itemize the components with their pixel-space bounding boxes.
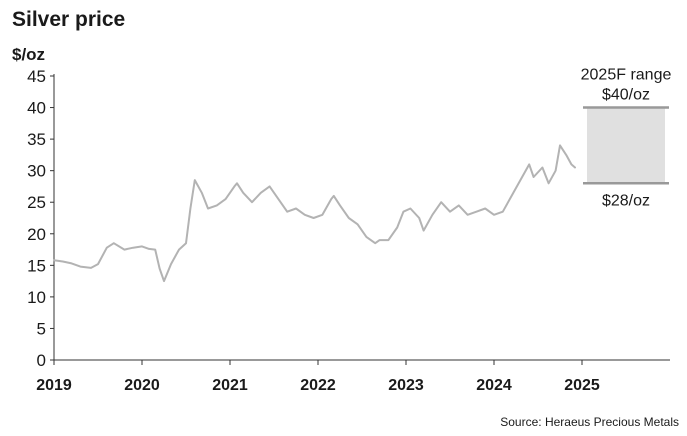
y-tick-label: 15	[27, 256, 46, 275]
forecast-range: 2025F range $40/oz $28/oz	[581, 67, 672, 210]
x-tick-label: 2025	[564, 377, 600, 394]
x-tick-label: 2022	[300, 377, 336, 394]
y-tick-label: 25	[27, 193, 46, 212]
y-tick-label: 45	[27, 67, 46, 86]
y-axis-label: $/oz	[12, 45, 45, 64]
y-tick-label: 0	[37, 351, 46, 370]
forecast-range-label: 2025F range	[581, 67, 672, 84]
forecast-range-band	[587, 107, 665, 184]
x-tick-label: 2024	[476, 377, 512, 394]
x-axis: 2019 2020 2021 2022 2023 2024 2025	[36, 359, 670, 394]
silver-price-line	[53, 144, 576, 283]
y-axis: 0 5 10 15 20 25 30 35 40 45	[27, 67, 55, 370]
y-tick-label: 30	[27, 162, 46, 181]
x-tick-label: 2019	[36, 377, 72, 394]
y-tick-label: 40	[27, 99, 46, 118]
forecast-high-label: $40/oz	[602, 87, 650, 104]
forecast-low-label: $28/oz	[602, 192, 650, 209]
x-tick-label: 2023	[388, 377, 424, 394]
chart-title: Silver price	[12, 8, 126, 31]
x-tick-label: 2021	[212, 377, 248, 394]
y-tick-label: 20	[27, 225, 46, 244]
series-layer	[53, 144, 576, 283]
x-tick-label: 2020	[124, 377, 160, 394]
y-tick-label: 5	[37, 319, 46, 338]
y-tick-label: 10	[27, 288, 46, 307]
y-tick-label: 35	[27, 130, 46, 149]
source-note: Source: Heraeus Precious Metals	[500, 415, 679, 429]
